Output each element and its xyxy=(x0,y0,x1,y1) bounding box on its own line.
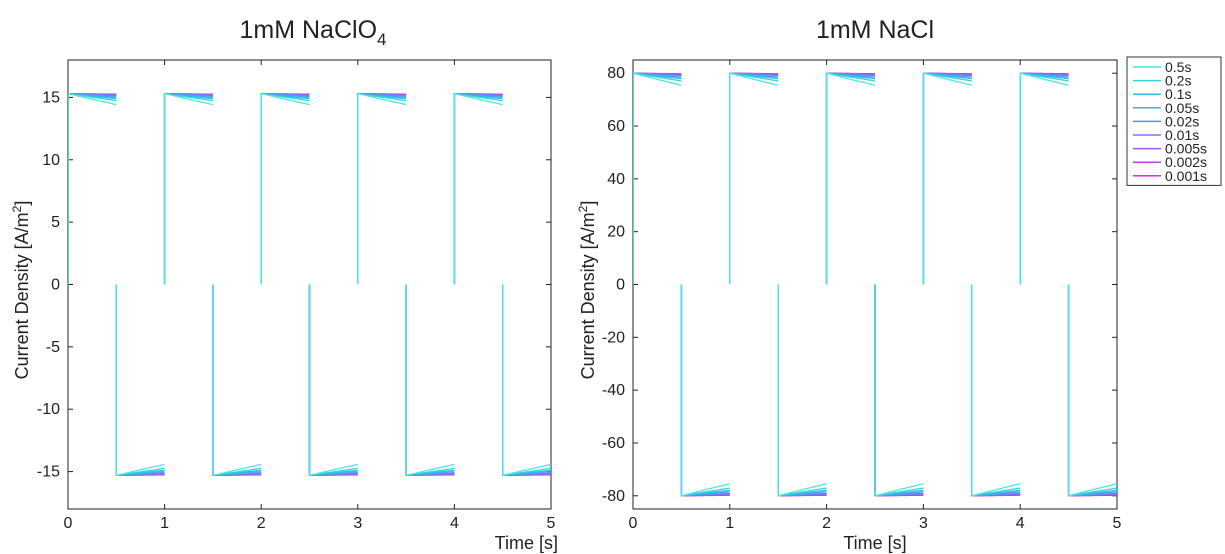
chart-left-title: 1mM NaClO4 xyxy=(240,16,387,49)
series-line-0.5s xyxy=(633,72,1117,497)
legend-label: 0.2s xyxy=(1165,73,1191,89)
series-line-0.02s xyxy=(633,72,1117,497)
y-tick-label: -5 xyxy=(46,339,60,356)
series-line-0.05s xyxy=(633,72,1117,497)
chart-left-xlabel: Time [s] xyxy=(495,533,558,553)
x-tick-label: 5 xyxy=(1113,515,1122,532)
x-tick-label: 3 xyxy=(919,515,928,532)
chart-right-title: 1mM NaCl xyxy=(816,16,934,44)
x-tick-label: 5 xyxy=(547,515,556,532)
chart-left-plot-area: 0 1 2 3 4 5 -15 -10 -5 0 5 10 15 xyxy=(37,59,556,532)
y-tick-label: -80 xyxy=(602,488,625,505)
legend-label: 0.1s xyxy=(1165,86,1191,102)
legend-label: 0.5s xyxy=(1165,59,1191,75)
y-tick-label: 20 xyxy=(607,224,625,241)
y-tick-label: 80 xyxy=(607,65,625,82)
chart-right-ylabel: Current Density [A/m2] xyxy=(576,201,598,380)
y-tick-label: 5 xyxy=(51,214,60,231)
y-tick-label: -20 xyxy=(602,329,625,346)
legend-label: 0.005s xyxy=(1165,141,1207,157)
series-line-0.2s xyxy=(633,72,1117,497)
y-tick-label: 0 xyxy=(51,277,60,294)
series-line-0.1s xyxy=(68,92,551,477)
chart-left: 1mM NaClO4 0 1 2 3 4 5 -15 -10 -5 0 5 10 15 Time [s]… xyxy=(10,16,558,553)
y-tick-label: -60 xyxy=(602,435,625,452)
x-tick-label: 2 xyxy=(257,515,266,532)
series-line-0.1s xyxy=(633,72,1117,497)
series-line-0.2s xyxy=(68,92,551,477)
y-tick-label: 0 xyxy=(616,277,625,294)
chart-right-plot-area: 0 1 2 3 4 5 -80 -60 -40 -20 0 20 40 60 80 xyxy=(602,59,1122,532)
x-tick-label: 1 xyxy=(160,515,169,532)
y-tick-label: -15 xyxy=(37,464,60,481)
x-tick-label: 0 xyxy=(629,515,638,532)
x-tick-label: 1 xyxy=(725,515,734,532)
x-tick-label: 2 xyxy=(822,515,831,532)
x-tick-label: 4 xyxy=(450,515,459,532)
chart-left-ylabel: Current Density [A/m2] xyxy=(10,201,32,380)
legend-label: 0.002s xyxy=(1165,154,1207,170)
y-tick-label: -40 xyxy=(602,382,625,399)
x-tick-label: 3 xyxy=(353,515,362,532)
chart-right: 1mM NaCl 0 1 2 3 4 5 -80 -60 -40 -20 0 20 40 60 80 Tim… xyxy=(576,16,1122,553)
legend: 0.5s0.2s0.1s0.05s0.02s0.01s0.005s0.002s0… xyxy=(1126,56,1222,186)
y-tick-label: 60 xyxy=(607,118,625,135)
x-tick-label: 0 xyxy=(64,515,73,532)
legend-label: 0.01s xyxy=(1165,127,1199,143)
series-line-0.5s xyxy=(68,92,551,477)
legend-label: 0.05s xyxy=(1165,100,1199,116)
y-tick-label: -10 xyxy=(37,401,60,418)
y-tick-label: 15 xyxy=(42,89,60,106)
x-tick-label: 4 xyxy=(1016,515,1025,532)
y-tick-label: 10 xyxy=(42,152,60,169)
y-tick-label: 40 xyxy=(607,171,625,188)
series-line-0.05s xyxy=(68,92,551,477)
chart-right-xlabel: Time [s] xyxy=(843,533,906,553)
legend-label: 0.02s xyxy=(1165,113,1199,129)
legend-label: 0.001s xyxy=(1165,168,1207,184)
